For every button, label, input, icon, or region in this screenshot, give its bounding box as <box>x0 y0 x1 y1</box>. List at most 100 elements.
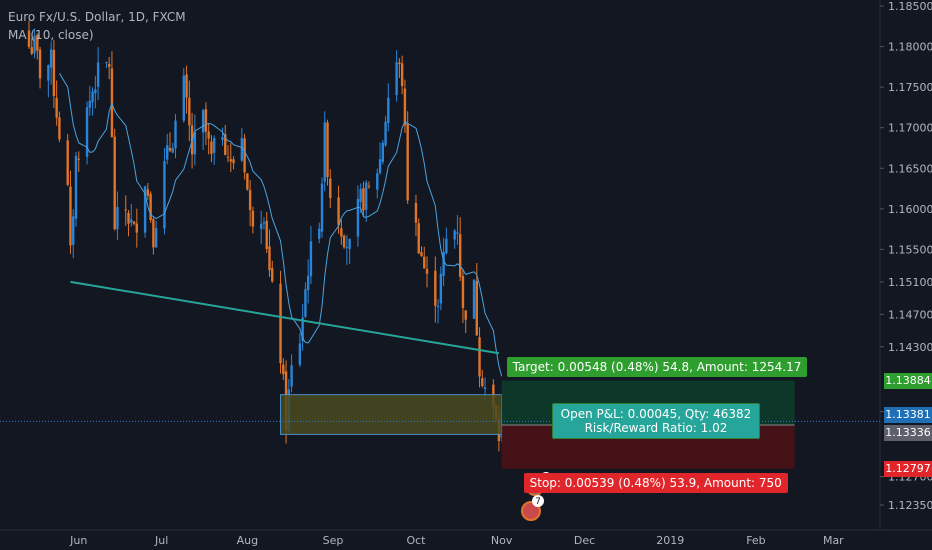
candle-body <box>193 132 197 155</box>
candle-body <box>439 273 443 304</box>
candle-body <box>49 49 53 68</box>
candle-body <box>442 251 445 276</box>
candle-body <box>143 186 147 233</box>
pnl-line: Open P&L: 0.00045, Qty: 46382 <box>560 406 752 421</box>
candle-body <box>232 159 235 164</box>
time-tick-label: Feb <box>746 534 765 547</box>
candle-body <box>434 270 437 306</box>
candle-body <box>461 275 465 309</box>
candle-body <box>398 62 401 65</box>
candle-body <box>77 158 80 160</box>
candle-body <box>420 252 423 257</box>
candle-body <box>94 89 97 94</box>
candle-body <box>182 75 185 121</box>
candle-body <box>248 189 252 211</box>
candle-body <box>240 138 244 161</box>
candle-body <box>149 193 152 221</box>
candle-body <box>279 283 282 364</box>
price-tick-label: 1.14300 <box>888 341 932 354</box>
candle-body <box>381 142 385 162</box>
time-tick-label: Nov <box>491 534 513 547</box>
price-tick-label: 1.18000 <box>888 41 932 54</box>
candle-body <box>213 138 216 153</box>
candle-body <box>301 317 304 342</box>
candle-body <box>453 230 456 240</box>
candle-body <box>132 221 136 224</box>
candle-body <box>36 34 39 51</box>
candle-body <box>365 182 368 210</box>
candle-body <box>221 137 224 141</box>
candle-body <box>72 216 75 245</box>
candle-body <box>376 173 379 190</box>
candle-body <box>105 62 108 64</box>
candle-body <box>229 159 232 162</box>
candle-body <box>378 159 382 174</box>
price-tick-label: 1.17500 <box>888 81 932 94</box>
candle-body <box>329 178 332 199</box>
candle-body <box>436 305 440 308</box>
candle-body <box>127 212 130 224</box>
candle-body <box>403 88 407 126</box>
candle-body <box>320 183 324 232</box>
candle-body <box>290 365 293 387</box>
candle-body <box>251 210 255 227</box>
candle-body <box>124 209 127 211</box>
candle-body <box>166 145 169 160</box>
candle-body <box>38 49 42 79</box>
candle-body <box>210 141 213 154</box>
candle-body <box>259 223 263 229</box>
candle-body <box>423 256 426 269</box>
time-tick-label: 2019 <box>656 534 684 547</box>
candle-body <box>337 197 340 226</box>
stop-price-tag: 1.12797 <box>884 460 932 477</box>
candle-body <box>425 268 429 274</box>
candle-body <box>342 235 346 248</box>
price-tick-label: 1.12350 <box>888 499 932 512</box>
candle-body <box>406 123 409 201</box>
candle-body <box>348 238 351 249</box>
flag-icon <box>521 501 541 521</box>
candle-body <box>340 228 343 237</box>
candle-body <box>185 74 188 98</box>
candle-body <box>174 120 177 149</box>
stop-label: Stop: 0.00539 (0.48%) 53.9, Amount: 750 <box>523 472 788 493</box>
candle-body <box>152 219 155 248</box>
candle-body <box>475 280 478 336</box>
candle-body <box>207 131 210 139</box>
candle-body <box>395 62 398 96</box>
candle-body <box>66 140 69 185</box>
price-tick-label: 1.18500 <box>888 0 932 13</box>
candle-body <box>262 222 266 224</box>
candle-body <box>69 186 72 246</box>
candle-body <box>323 122 326 182</box>
candle-body <box>204 109 208 132</box>
symbol-label[interactable]: Euro Fx/U.S. Dollar, 1D, FXCM <box>8 10 186 24</box>
candle-body <box>326 122 329 177</box>
candle-body <box>163 160 166 229</box>
candle-body <box>135 223 139 233</box>
candle-body <box>224 134 227 155</box>
trend-line <box>70 280 500 355</box>
price-tick-label: 1.15500 <box>888 243 932 256</box>
candle-body <box>318 228 321 239</box>
range-box <box>280 394 503 435</box>
candle-body <box>171 148 174 153</box>
price-tick-label: 1.15100 <box>888 276 932 289</box>
candle-body <box>306 275 310 291</box>
time-tick-label: Sep <box>323 534 344 547</box>
candle-body <box>268 246 271 271</box>
entry-price-tag: 1.13336 <box>884 424 932 441</box>
candle-body <box>74 155 78 219</box>
candle-body <box>481 378 484 386</box>
candle-body <box>458 234 462 277</box>
candle-body <box>367 185 371 187</box>
candle-body <box>188 97 191 126</box>
candle-body <box>384 121 387 146</box>
candle-body <box>265 220 268 249</box>
candle-body <box>55 98 58 118</box>
candle-body <box>146 189 150 196</box>
candle-body <box>282 364 285 375</box>
ma-indicator-label[interactable]: MA (10, close) <box>8 28 94 42</box>
candle-body <box>88 100 92 108</box>
